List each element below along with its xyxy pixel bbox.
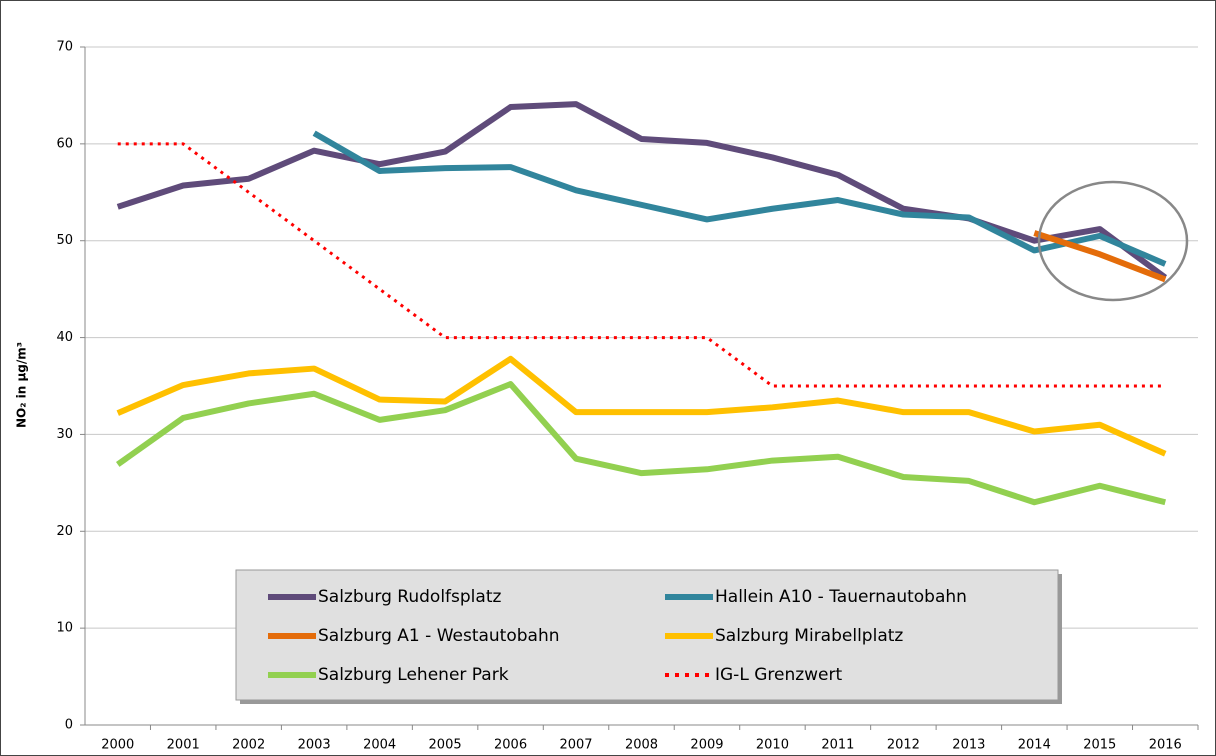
x-tick-label: 2016 <box>1149 738 1182 753</box>
legend-label: Hallein A10 - Tauernautobahn <box>715 587 967 607</box>
highlight-ellipse <box>1037 180 1189 302</box>
series-line <box>312 130 1167 267</box>
x-tick-label: 2001 <box>167 738 200 753</box>
legend-label: IG-L Grenzwert <box>715 665 842 685</box>
y-axis-label: NO₂ in µg/m³ <box>15 342 29 428</box>
x-tick-label: 2006 <box>494 738 527 753</box>
x-tick-label: 2011 <box>821 738 854 753</box>
y-tick-label: 50 <box>56 233 73 248</box>
x-tick-label: 2014 <box>1018 738 1051 753</box>
y-tick-label: 20 <box>56 524 73 539</box>
x-tick-label: 2013 <box>952 738 985 753</box>
legend-label: Salzburg Rudolfsplatz <box>318 587 501 607</box>
y-tick-label: 0 <box>65 718 73 733</box>
series-line <box>1033 230 1167 283</box>
y-tick-label: 70 <box>56 40 73 55</box>
y-tick-label: 30 <box>56 427 73 442</box>
x-tick-label: 2012 <box>887 738 920 753</box>
y-tick-label: 40 <box>56 330 73 345</box>
x-tick-label: 2009 <box>690 738 723 753</box>
x-tick-label: 2002 <box>232 738 265 753</box>
x-tick-label: 2007 <box>559 738 592 753</box>
series-line <box>117 142 1166 388</box>
x-tick-label: 2010 <box>756 738 789 753</box>
series-line <box>115 381 1166 506</box>
legend-label: Salzburg Lehener Park <box>318 665 509 685</box>
plot <box>115 101 1168 506</box>
y-tick-label: 10 <box>56 621 73 636</box>
legend-entries: Salzburg Rudolfsplatz Hallein A10 - Tauer… <box>268 587 967 685</box>
legend-label: Salzburg Mirabellplatz <box>715 626 903 646</box>
x-tick-label: 2003 <box>298 738 331 753</box>
legend <box>235 569 1059 701</box>
x-tick-label: 2008 <box>625 738 658 753</box>
x-tick-label: 2000 <box>101 738 134 753</box>
x-tick-label: 2015 <box>1083 738 1116 753</box>
x-tick-label: 2005 <box>429 738 462 753</box>
y-tick-label: 60 <box>56 136 73 151</box>
series-line <box>116 355 1167 457</box>
legend-label: Salzburg A1 - Westautobahn <box>318 626 560 646</box>
x-tick-label: 2004 <box>363 738 396 753</box>
